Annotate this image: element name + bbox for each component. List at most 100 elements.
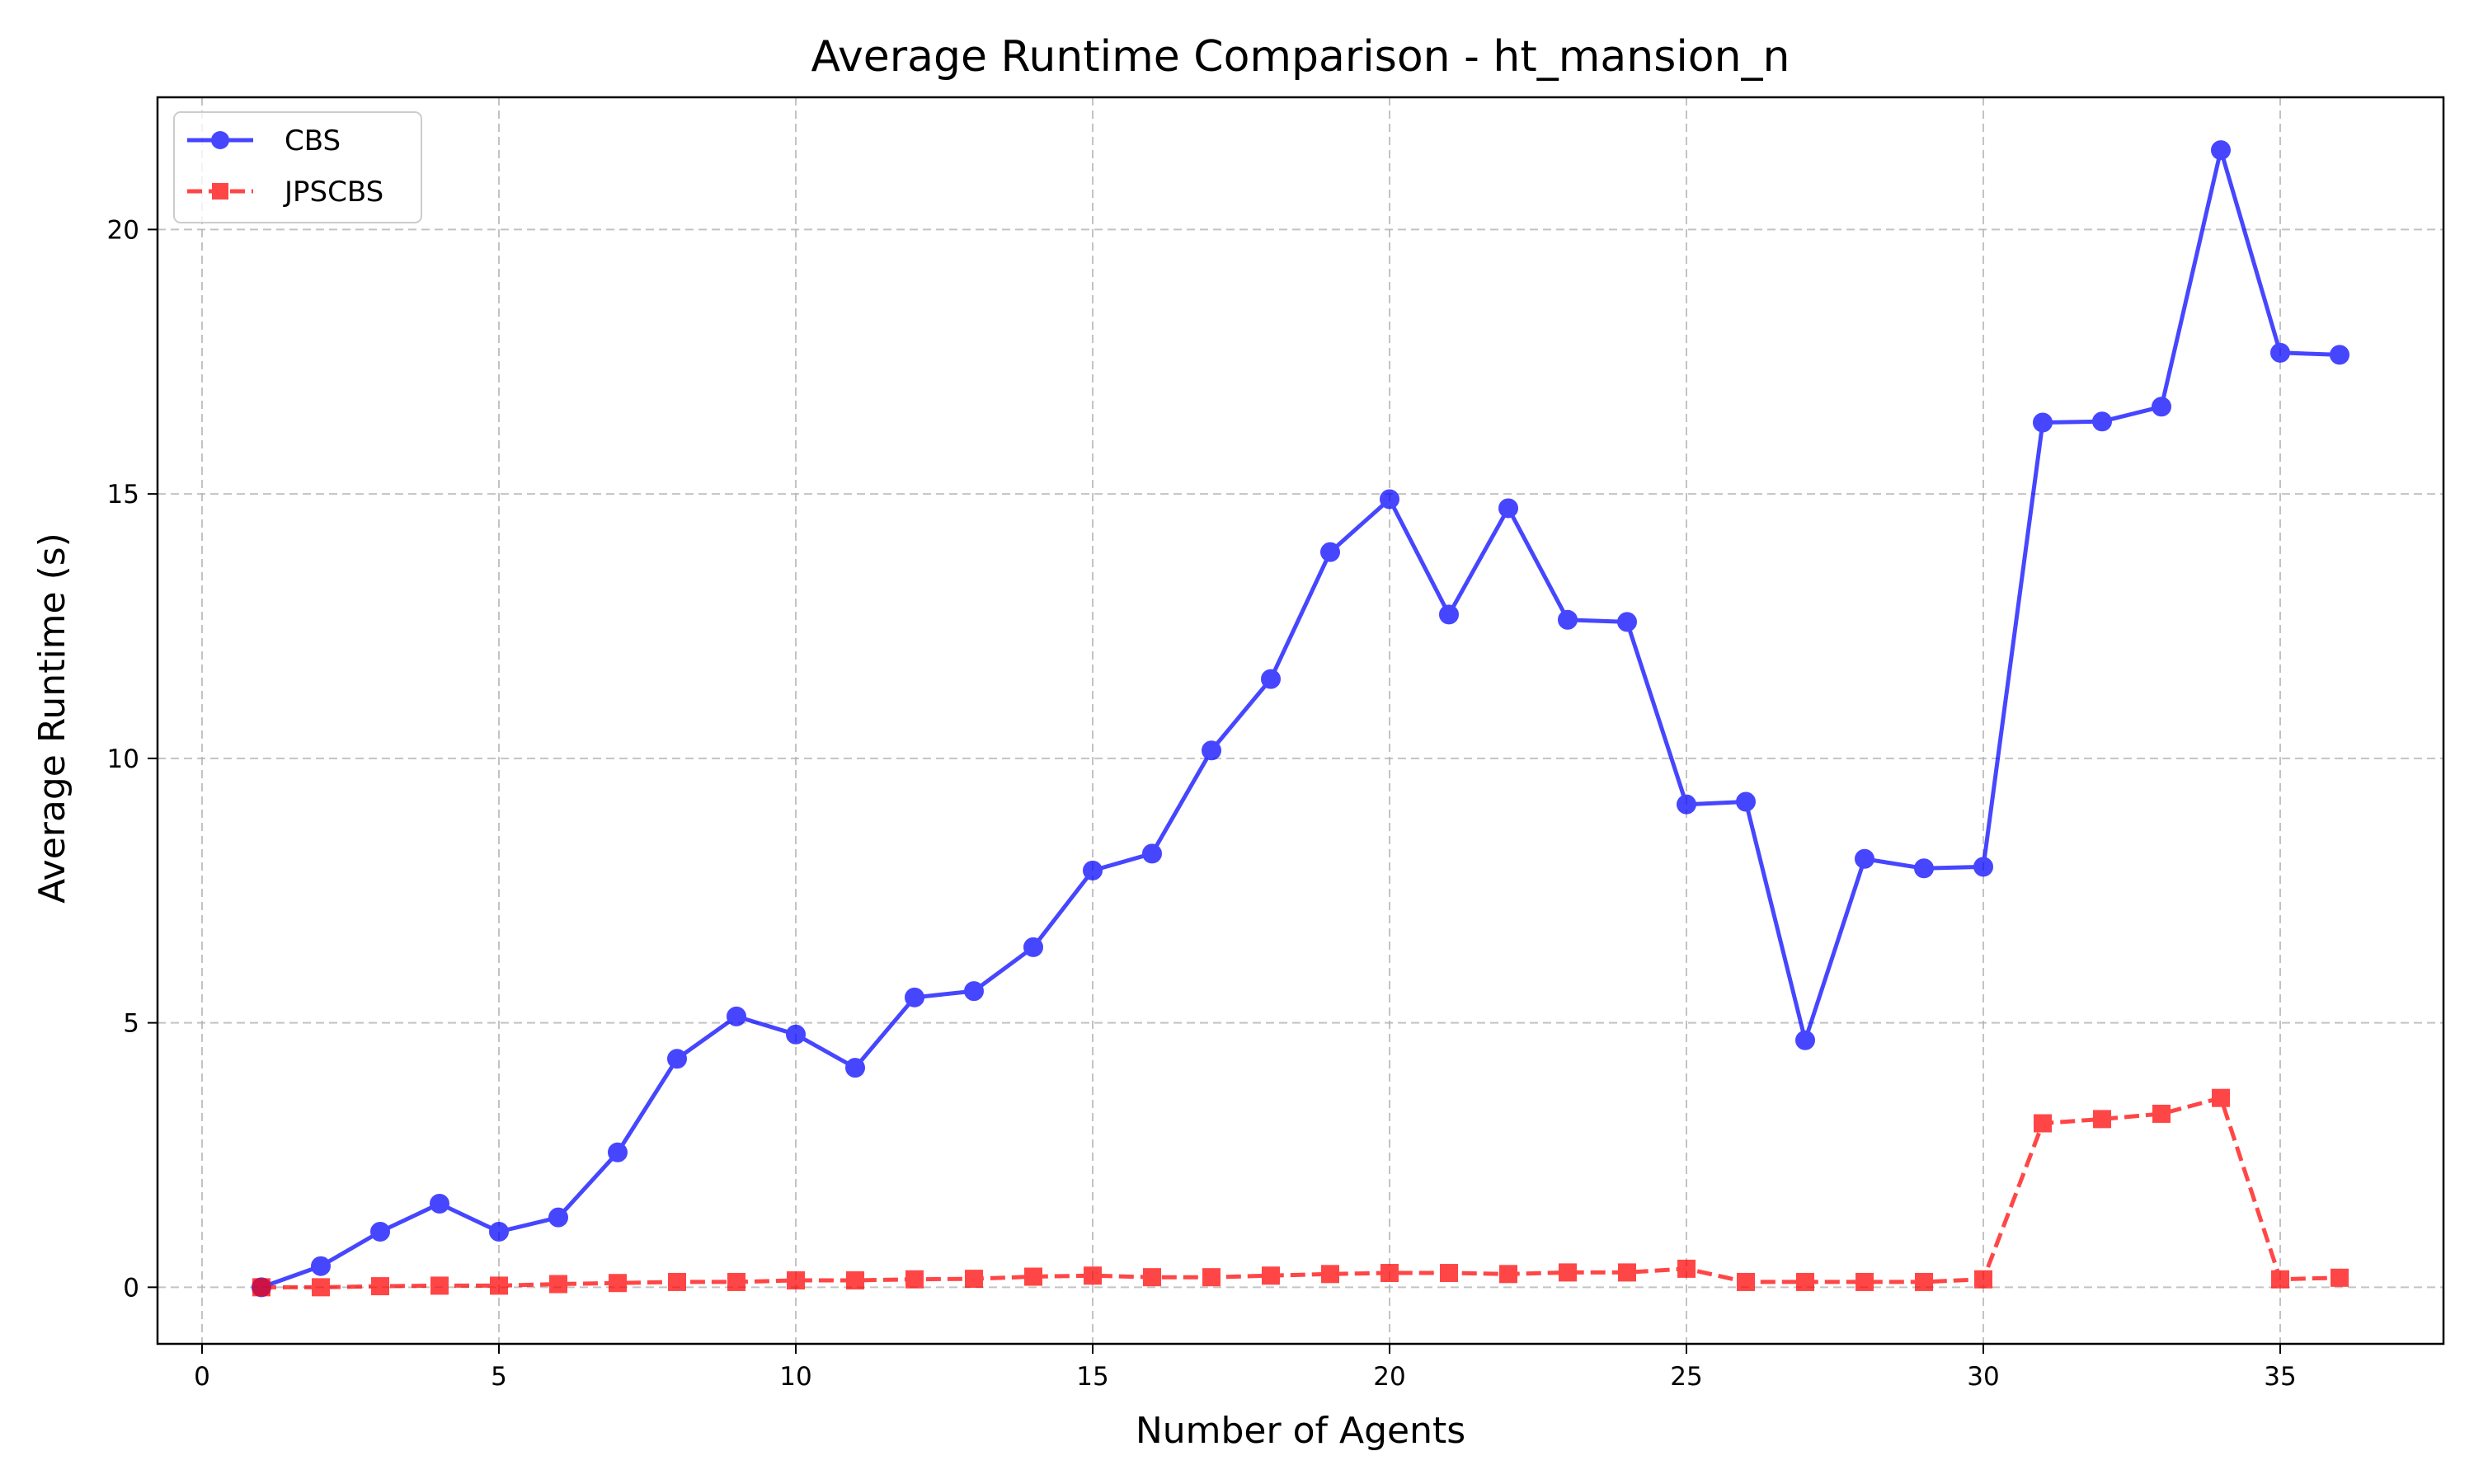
data-point	[1084, 1266, 1102, 1285]
data-point	[1202, 740, 1221, 761]
data-point	[1855, 848, 1874, 869]
data-point	[905, 1270, 924, 1289]
data-point	[1974, 1270, 1992, 1289]
data-point	[1558, 609, 1578, 630]
legend-marker	[212, 183, 228, 200]
series-line-jpscbs	[261, 1096, 2340, 1289]
data-point	[1618, 1263, 1636, 1282]
data-point	[1320, 542, 1340, 562]
y-axis-label: Average Runtime (s)	[31, 533, 73, 904]
data-point	[2211, 140, 2231, 161]
data-point	[667, 1049, 687, 1069]
data-point	[1914, 858, 1934, 879]
data-point	[1677, 1259, 1696, 1278]
legend: CBS JPSCBS	[173, 111, 422, 223]
y-tick-label: 15	[107, 480, 139, 510]
data-point	[2152, 397, 2171, 417]
data-point	[1559, 1263, 1577, 1282]
data-point	[1915, 1272, 1933, 1291]
x-tick-label: 25	[1670, 1362, 1702, 1392]
chart-title: Average Runtime Comparison - ht_mansion_…	[811, 32, 1790, 82]
data-point	[964, 981, 984, 1002]
data-point	[2212, 1088, 2230, 1107]
data-point	[548, 1207, 568, 1228]
x-tick-label: 5	[491, 1362, 507, 1392]
data-point	[965, 1270, 983, 1289]
data-point	[1499, 1265, 1517, 1284]
data-point	[1143, 1268, 1161, 1287]
x-tick-label: 15	[1076, 1362, 1108, 1392]
data-point	[2034, 1114, 2052, 1133]
data-point	[370, 1222, 390, 1242]
data-point	[311, 1256, 331, 1276]
data-point	[1380, 489, 1399, 510]
data-point	[489, 1222, 509, 1242]
data-point	[1498, 498, 1518, 519]
data-point	[1083, 860, 1103, 881]
data-point	[2331, 1268, 2349, 1287]
data-point	[2152, 1104, 2171, 1123]
data-point	[2092, 411, 2112, 432]
data-point	[2093, 1110, 2111, 1129]
x-tick-label: 10	[779, 1362, 811, 1392]
data-point	[1440, 1264, 1458, 1283]
data-point	[430, 1276, 449, 1295]
data-point	[1856, 1272, 1874, 1291]
data-point	[2271, 1270, 2289, 1289]
x-axis-label: Number of Agents	[1136, 1410, 1465, 1452]
legend-swatch	[187, 183, 253, 200]
y-tick-label: 20	[107, 215, 139, 245]
data-point	[787, 1271, 805, 1290]
data-point	[609, 1274, 627, 1293]
data-point	[2033, 412, 2053, 433]
series-layer	[252, 140, 2349, 1298]
data-point	[905, 987, 924, 1007]
data-point	[1736, 791, 1756, 812]
data-point	[1202, 1268, 1221, 1287]
data-point	[1024, 1267, 1042, 1286]
ticks: 0 5 10 15 20 25 30 35 0 5 10 15 20	[107, 215, 2297, 1392]
data-point	[1439, 604, 1459, 625]
data-point	[845, 1058, 865, 1078]
series-line-cbs	[261, 148, 2340, 1289]
data-point	[430, 1194, 449, 1214]
plot-frame	[156, 96, 2445, 1345]
x-tick-label: 0	[194, 1362, 210, 1392]
data-point	[608, 1142, 628, 1162]
legend-item-jpscbs: JPSCBS	[187, 176, 383, 209]
y-tick-label: 5	[123, 1009, 139, 1039]
data-point	[1262, 1266, 1280, 1285]
data-point	[312, 1278, 330, 1297]
series-jpscbs	[252, 1088, 2349, 1297]
data-point	[2270, 342, 2290, 363]
x-tick-label: 35	[2264, 1362, 2296, 1392]
data-point	[252, 1278, 270, 1297]
data-point	[1261, 669, 1281, 689]
legend-swatch	[187, 131, 253, 149]
data-point	[786, 1024, 806, 1045]
data-point	[727, 1272, 745, 1291]
data-point	[371, 1277, 389, 1296]
y-tick-label: 10	[107, 744, 139, 774]
legend-item-cbs: CBS	[187, 124, 341, 157]
data-point	[668, 1272, 686, 1291]
data-point	[1737, 1272, 1755, 1291]
data-point	[490, 1276, 508, 1295]
data-point	[1142, 843, 1162, 864]
data-point	[1973, 857, 1993, 877]
data-point	[846, 1271, 864, 1290]
data-point	[1023, 937, 1043, 957]
legend-label: JPSCBS	[283, 176, 383, 209]
grid	[158, 97, 2443, 1344]
data-point	[1795, 1030, 1815, 1050]
x-tick-label: 30	[1967, 1362, 1999, 1392]
data-point	[727, 1006, 746, 1026]
data-point	[1617, 612, 1637, 632]
y-tick-label: 0	[123, 1273, 139, 1303]
data-point	[1796, 1272, 1814, 1291]
data-point	[2330, 345, 2349, 365]
x-tick-label: 20	[1373, 1362, 1405, 1392]
data-point	[549, 1275, 567, 1294]
